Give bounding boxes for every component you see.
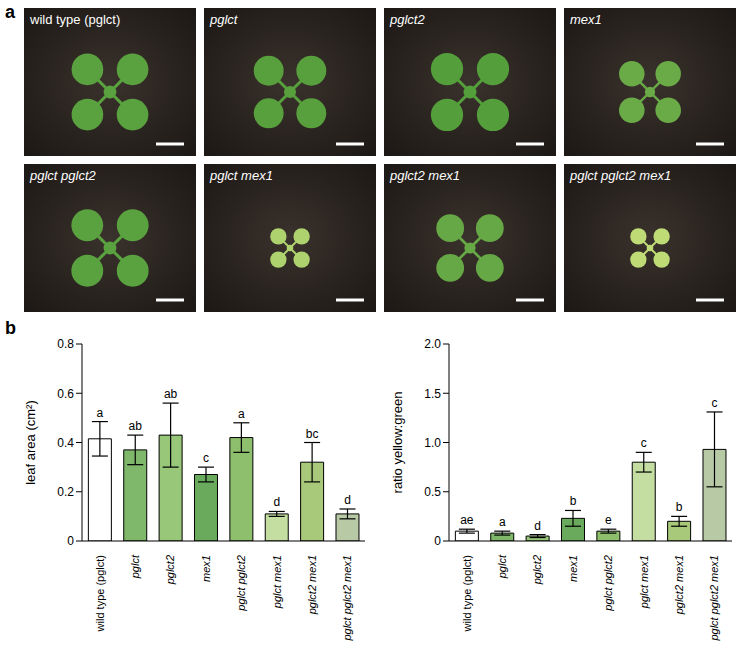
svg-text:pglct mex1: pglct mex1	[638, 555, 650, 609]
svg-text:bc: bc	[306, 427, 319, 441]
svg-text:pglct: pglct	[496, 554, 508, 579]
svg-text:0.4: 0.4	[57, 436, 74, 450]
svg-text:1.0: 1.0	[424, 436, 441, 450]
svg-text:pglct2: pglct2	[164, 555, 176, 585]
svg-text:pglct pglct2: pglct pglct2	[602, 555, 614, 612]
svg-text:d: d	[344, 493, 351, 507]
svg-text:pglct mex1: pglct mex1	[271, 555, 283, 609]
svg-text:pglct pglct2: pglct pglct2	[235, 555, 247, 612]
svg-text:d: d	[534, 519, 541, 533]
svg-text:a: a	[238, 407, 245, 421]
svg-text:a: a	[97, 406, 104, 420]
html-text:pglct2 mex1: pglct2 mex1	[390, 168, 461, 183]
svg-text:b: b	[676, 500, 683, 514]
html-text:mex1: mex1	[570, 12, 602, 27]
svg-text:ab: ab	[129, 419, 143, 433]
svg-text:0: 0	[67, 534, 74, 548]
svg-text:0.8: 0.8	[57, 337, 74, 351]
svg-text:ratio yellow:green: ratio yellow:green	[390, 392, 405, 494]
svg-text:d: d	[273, 495, 280, 509]
svg-text:ab: ab	[164, 387, 178, 401]
svg-text:pglct2 mex1: pglct2 mex1	[306, 555, 318, 615]
svg-text:1.5: 1.5	[424, 387, 441, 401]
html-text:pglct pglct2: pglct pglct2	[30, 168, 96, 183]
html-text:a: a	[5, 2, 15, 22]
svg-text:a: a	[499, 515, 506, 529]
svg-text:0.2: 0.2	[57, 485, 74, 499]
svg-text:pglct: pglct	[129, 554, 141, 579]
svg-text:0: 0	[434, 534, 441, 548]
svg-text:pglct pglct2 mex1: pglct pglct2 mex1	[708, 555, 720, 642]
svg-text:c: c	[711, 396, 717, 410]
svg-text:mex1: mex1	[567, 555, 579, 582]
html-text:pglct mex1: pglct mex1	[210, 168, 273, 183]
svg-text:leaf area (cm²): leaf area (cm²)	[23, 400, 38, 485]
svg-text:c: c	[203, 451, 209, 465]
svg-text:pglct2 mex1: pglct2 mex1	[673, 555, 685, 615]
html-text:pglct2: pglct2	[390, 12, 425, 27]
html-text:pglct: pglct	[210, 12, 238, 27]
svg-text:0.6: 0.6	[57, 387, 74, 401]
html-text:b: b	[5, 318, 16, 338]
svg-text:e: e	[605, 513, 612, 527]
html-text:wild type (pglct): wild type (pglct)	[30, 12, 121, 27]
svg-text:2.0: 2.0	[424, 337, 441, 351]
svg-text:b: b	[570, 494, 577, 508]
svg-text:wild type (pglct): wild type (pglct)	[461, 555, 473, 632]
svg-text:mex1: mex1	[200, 555, 212, 582]
svg-text:0.5: 0.5	[424, 485, 441, 499]
svg-text:c: c	[641, 436, 647, 450]
html-text:pglct pglct2 mex1: pglct pglct2 mex1	[570, 168, 672, 183]
svg-text:wild type (pglct): wild type (pglct)	[94, 555, 106, 632]
svg-text:pglct2: pglct2	[531, 555, 543, 585]
svg-text:ae: ae	[460, 513, 474, 527]
svg-text:pglct pglct2 mex1: pglct pglct2 mex1	[341, 555, 353, 642]
